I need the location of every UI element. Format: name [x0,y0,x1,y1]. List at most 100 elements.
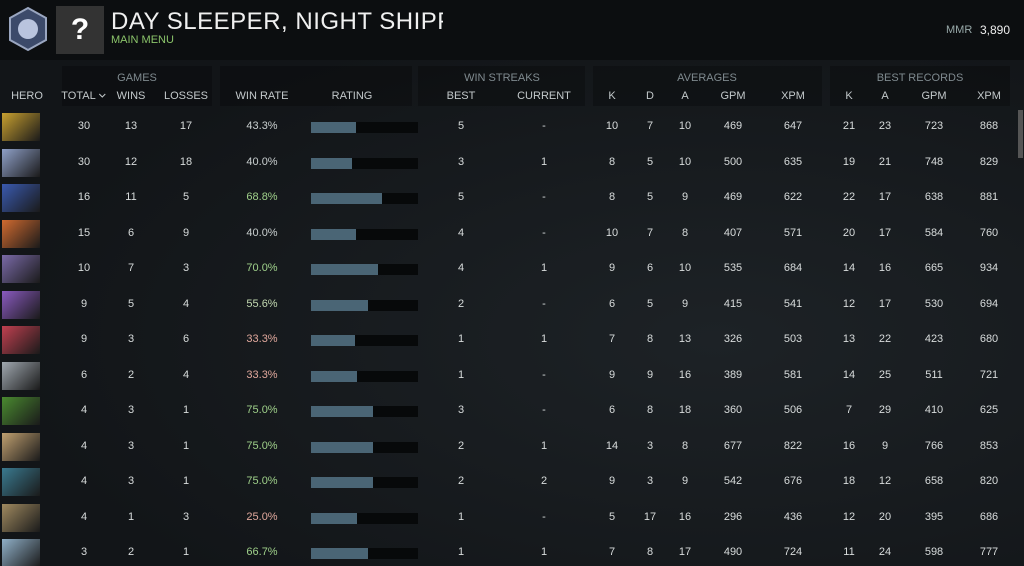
hero-portrait[interactable] [2,397,40,425]
win-rate: 75.0% [246,475,278,487]
hero-portrait[interactable] [2,326,40,354]
stat-cell: 6 [80,368,88,381]
stat-cell: 23 [878,120,892,132]
stat-cell: - [542,120,546,132]
stat-cell: 647 [783,120,803,132]
rating-track [311,335,418,346]
scrollbar[interactable] [1018,110,1023,158]
stat-cell: 21 [842,120,856,132]
hero-portrait[interactable] [2,255,40,283]
column-header[interactable]: XPM [977,90,1001,102]
stat-cell: 17 [179,120,193,132]
column-header[interactable]: GPM [921,90,947,102]
column-header[interactable]: A [681,90,689,102]
rating-track [311,157,418,169]
stat-cell: 11 [843,546,855,558]
hero-portrait[interactable] [2,503,40,532]
stat-cell: 389 [723,368,743,381]
stat-cell: 24 [878,546,892,558]
column-header[interactable]: LOSSES [163,90,209,102]
stat-cell: 360 [723,404,743,416]
stat-cell: 14 [842,368,856,381]
stat-cell: 2 [127,546,135,558]
column-header[interactable]: HERO [11,90,43,102]
stat-cell: 9 [881,439,889,452]
stat-cell: 5 [182,191,190,203]
avatar[interactable]: ? [56,6,104,54]
stat-cell: 17 [878,297,892,310]
stat-cell: 571 [783,226,803,239]
stat-cell: - [542,510,546,523]
hero-portrait[interactable] [2,148,40,177]
stat-cell: 581 [783,368,803,381]
stat-cell: 598 [924,546,944,558]
stat-cell: 3 [646,475,654,487]
win-rate: 68.8% [246,191,278,203]
stat-cell: 7 [127,262,135,274]
stat-cell: 934 [979,262,999,274]
sort-icon [99,93,107,98]
stat-cell: 8 [646,333,654,345]
stat-cell: 665 [924,262,944,274]
stat-cell: 3 [457,155,465,168]
column-header[interactable]: BEST [446,90,476,102]
column-header[interactable]: D [646,90,654,102]
stat-cell: 7 [646,226,654,239]
column-header[interactable]: K [608,90,616,102]
hero-portrait[interactable] [2,219,40,248]
stat-cell: 500 [723,155,743,168]
stat-cell: 9 [80,333,88,345]
column-header[interactable]: K [845,90,853,102]
stat-cell: 29 [878,404,892,416]
hero-portrait[interactable] [2,113,40,141]
averages-box [593,66,822,106]
stat-cell: 721 [979,368,999,381]
stat-cell: 9 [80,297,88,310]
column-header[interactable]: WINS [116,90,146,102]
hero-portrait[interactable] [2,361,40,390]
win-rate: 70.0% [246,262,278,274]
stat-cell: 3 [457,404,465,416]
stat-cell: 1 [457,510,465,523]
stat-cell: 1 [182,475,190,487]
stat-cell: 541 [783,297,803,310]
stat-cell: 12 [842,297,856,310]
stat-cell: 20 [878,510,892,523]
rating-bar [311,406,374,417]
column-header[interactable]: GPM [720,90,746,102]
column-header[interactable]: CURRENT [517,90,571,102]
stat-cell: 2 [540,475,548,487]
stat-cell: 4 [80,475,88,487]
rating-bar [311,264,379,275]
stat-cell: 16 [77,191,91,203]
column-header[interactable]: A [881,90,889,102]
stat-cell: 622 [783,191,803,203]
games-box [62,66,212,106]
stat-cell: 9 [182,226,190,239]
stat-cell: 638 [924,191,944,203]
hero-portrait[interactable] [2,184,40,212]
stat-cell: 3 [646,439,654,452]
stat-cell: 3 [127,333,135,345]
hero-portrait[interactable] [2,539,40,566]
group-header: BEST RECORDS [876,72,964,84]
column-header[interactable]: WIN RATE [235,90,289,102]
main-menu-link[interactable]: MAIN MENU [111,34,174,46]
stat-cell: 6 [608,297,616,310]
rating-track [311,122,418,133]
column-header[interactable]: RATING [331,90,373,102]
hero-portrait[interactable] [2,468,40,496]
stat-cell: 13 [678,333,692,345]
rating-bar [311,512,357,524]
column-header[interactable]: TOTAL [61,90,107,102]
hero-portrait[interactable] [2,290,40,319]
column-header[interactable]: XPM [781,90,805,102]
stat-cell: 3 [127,439,135,452]
stat-cell: 881 [979,191,999,203]
hero-portrait[interactable] [2,432,40,461]
stat-cell: 5 [608,510,616,523]
stat-cell: 8 [646,546,654,558]
rating-box [220,66,412,106]
win-rate: 33.3% [246,333,278,345]
stat-cell: 1 [540,546,548,558]
